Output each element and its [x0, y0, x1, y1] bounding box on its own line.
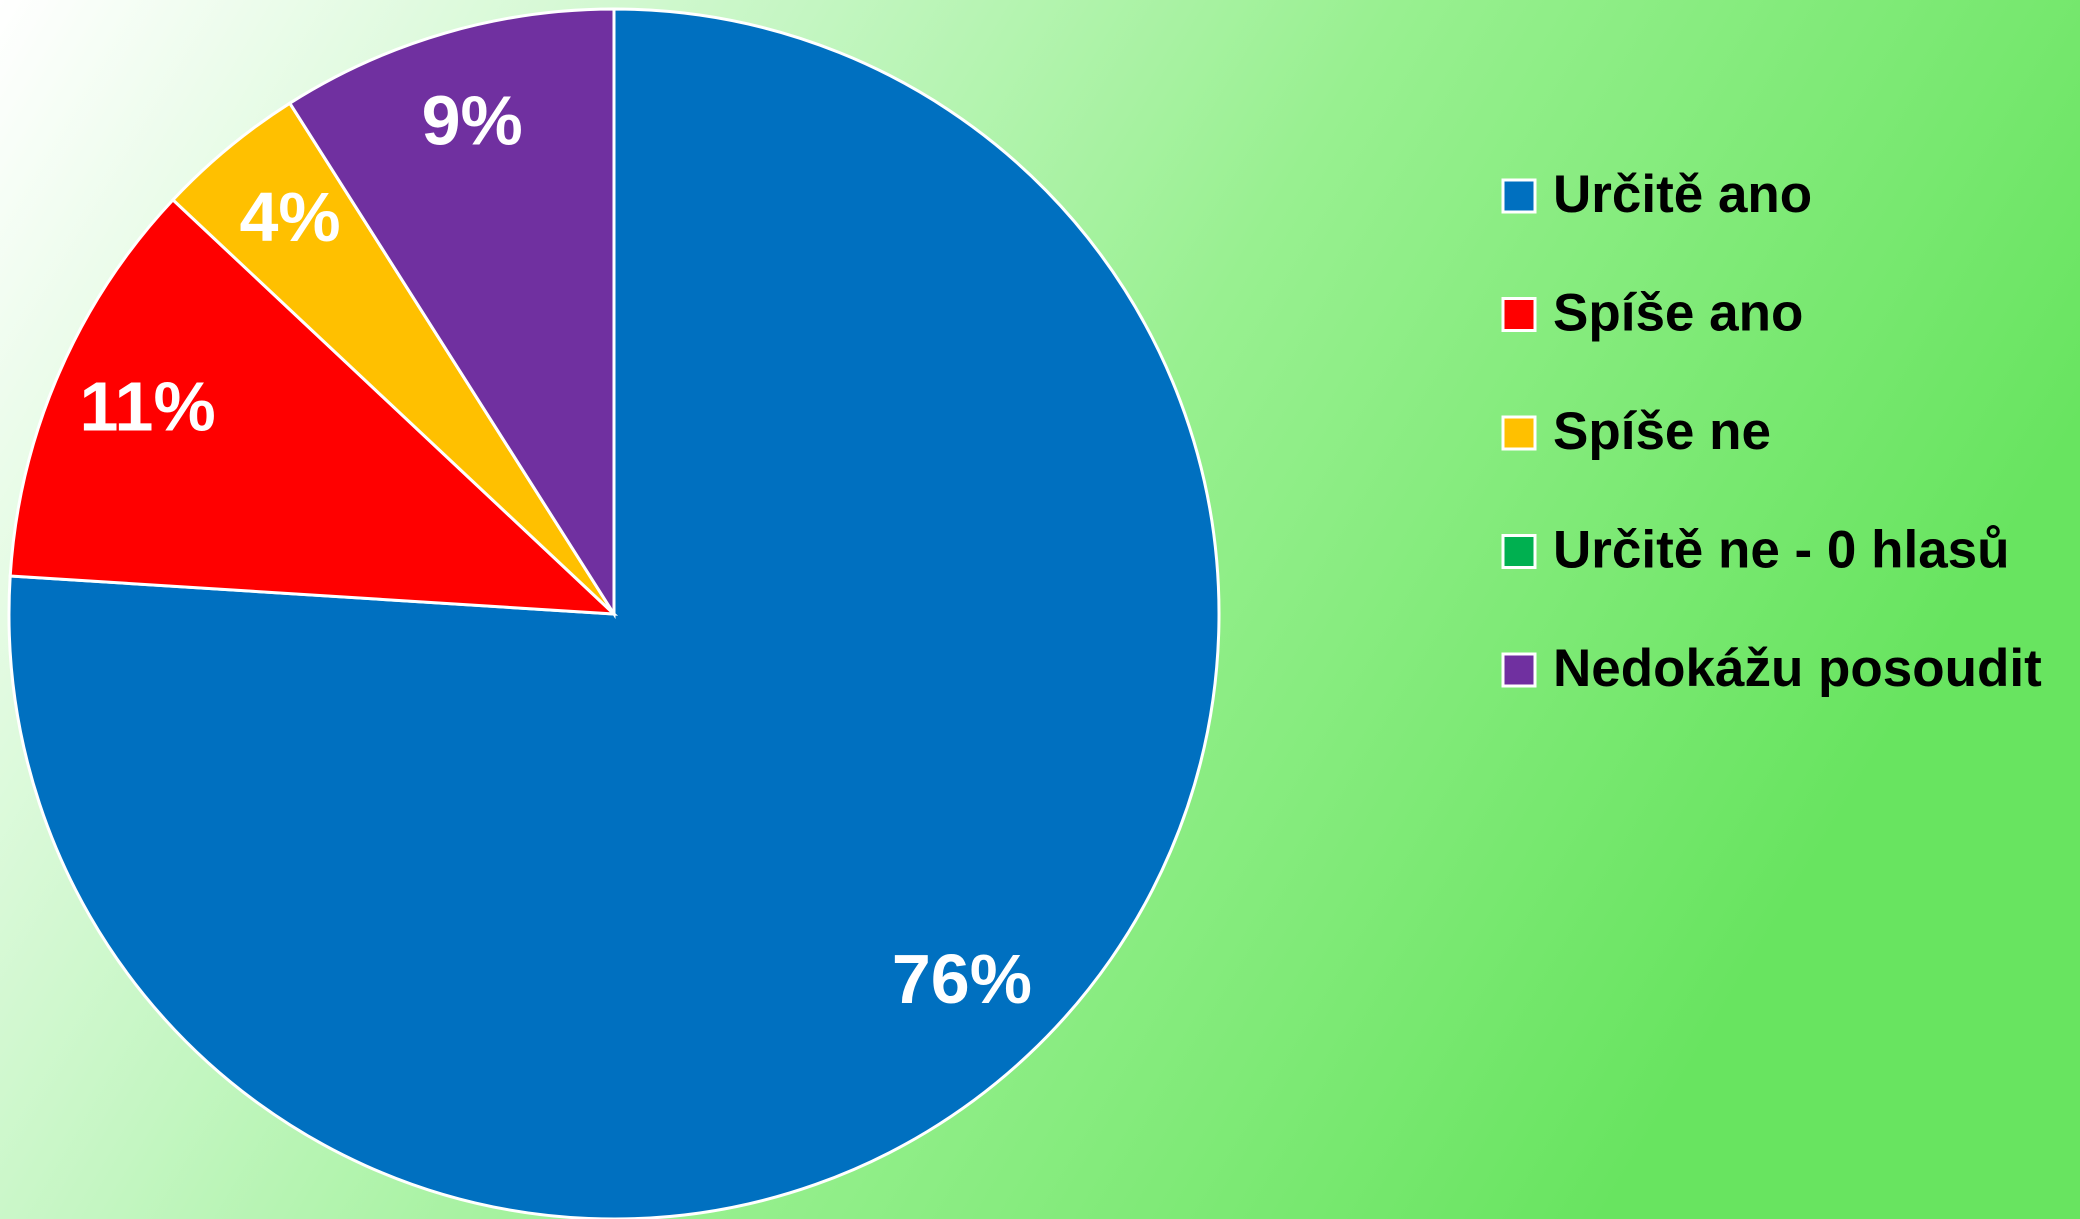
data-label: 76%	[892, 940, 1032, 1018]
pie-slice	[7, 7, 1221, 1219]
legend-swatch	[1501, 178, 1537, 214]
pie-slice	[287, 7, 616, 620]
legend-label: Určitě ano	[1553, 165, 1812, 224]
legend-swatch	[1501, 297, 1537, 332]
legend-label: Nedokážu posoudit	[1553, 639, 2042, 698]
data-label: 4%	[239, 178, 340, 256]
data-label: 9%	[422, 81, 523, 159]
data-label: 11%	[79, 368, 215, 446]
legend-swatch	[1501, 652, 1537, 688]
legend-swatch	[1501, 534, 1537, 569]
pie-slice	[8, 197, 619, 616]
legend-label: Spíše ne	[1553, 402, 1771, 461]
legend-label: Určitě ne - 0 hlasů	[1553, 521, 2010, 580]
legend-swatch	[1501, 415, 1537, 451]
legend-label: Spíše ano	[1553, 284, 1803, 343]
